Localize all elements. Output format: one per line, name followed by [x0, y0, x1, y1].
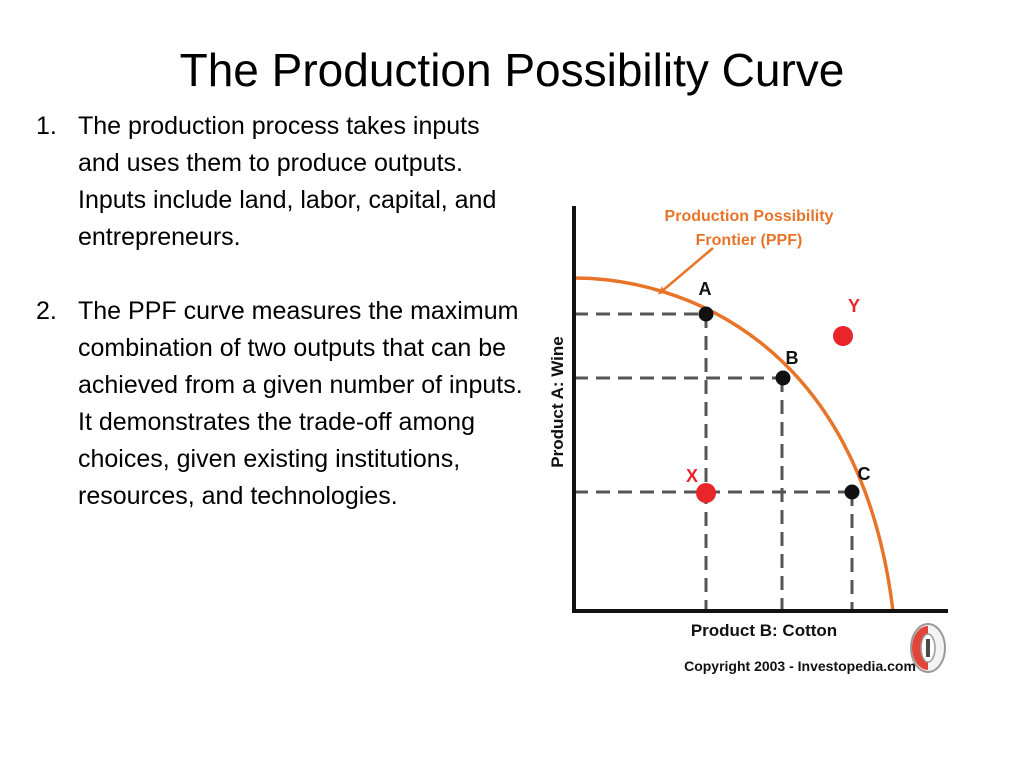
point-y [833, 326, 853, 346]
y-axis-label: Product A: Wine [548, 336, 567, 467]
ppf-diagram: Production Possibility Frontier (PPF) Pr… [548, 206, 948, 674]
bullet-list: 1. The production process takes inputs an… [36, 108, 526, 515]
investopedia-logo-icon [910, 623, 946, 673]
point-b-label: B [786, 348, 799, 368]
ppf-curve [573, 276, 895, 612]
bullet-number: 2. [36, 297, 57, 325]
bullet-text: The PPF curve measures the maximum combi… [78, 297, 523, 510]
point-x-label: X [686, 466, 698, 486]
point-a-label: A [699, 279, 712, 299]
x-axis-label: Product B: Cotton [691, 621, 837, 640]
point-y-label: Y [848, 296, 860, 316]
ppf-callout-line1: Production Possibility [665, 208, 834, 225]
ppf-callout-line2: Frontier (PPF) [696, 232, 803, 249]
slide-title: The Production Possibility Curve [179, 44, 845, 96]
point-a [698, 306, 714, 322]
bullet-item-2: 2. The PPF curve measures the maximum com… [36, 293, 526, 515]
point-b [775, 370, 791, 386]
point-c [844, 484, 860, 500]
bullet-item-1: 1. The production process takes inputs an… [36, 108, 526, 256]
callout-arrow [657, 247, 714, 295]
copyright-text: Copyright 2003 - Investopedia.com [684, 658, 916, 674]
point-x [696, 483, 716, 503]
bullet-number: 1. [36, 112, 57, 140]
bullet-text: The production process takes inputs and … [78, 112, 497, 251]
guide-lines [574, 312, 854, 611]
point-c-label: C [858, 464, 871, 484]
